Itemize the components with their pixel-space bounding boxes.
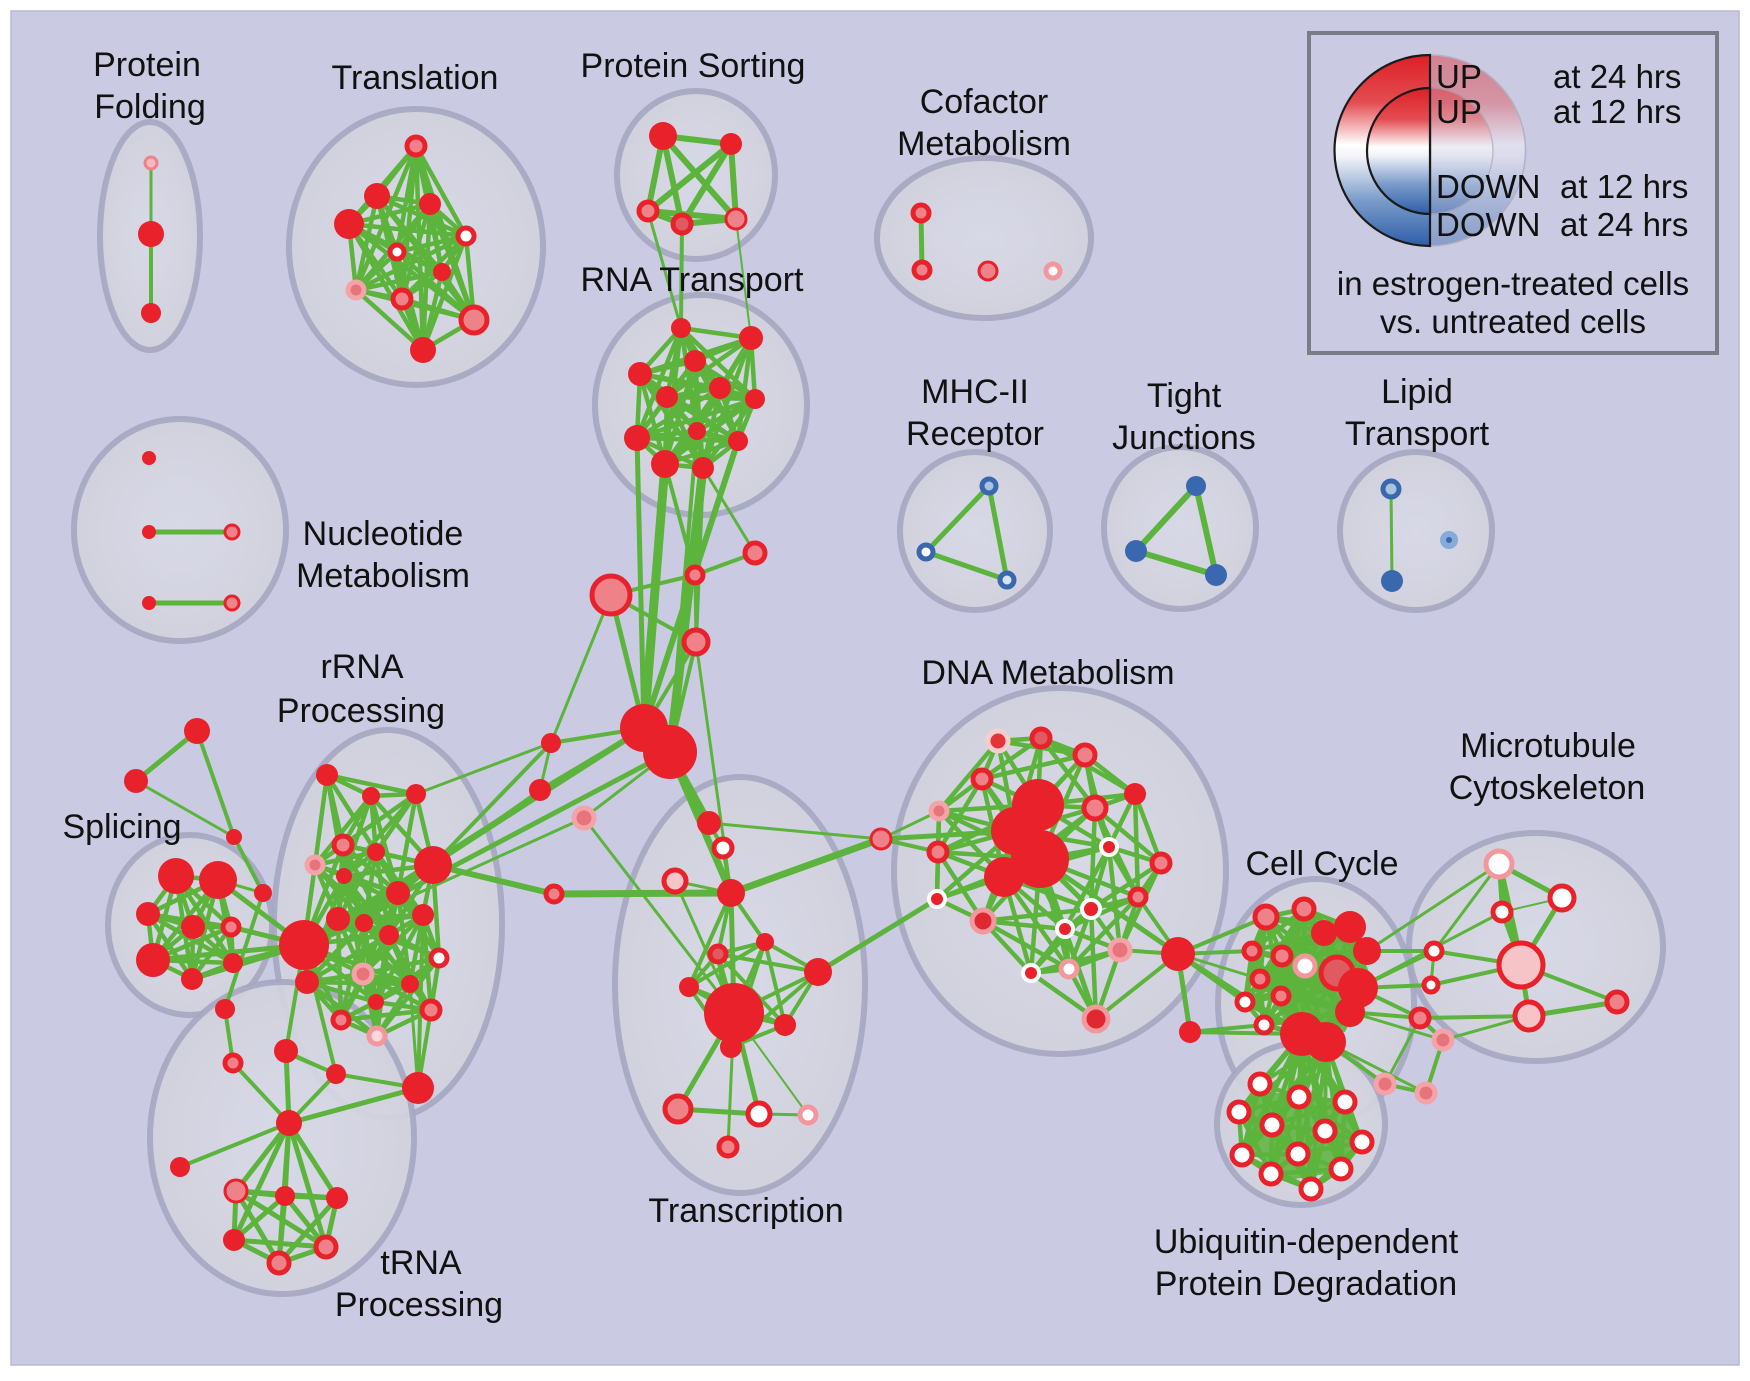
svg-text:Transport: Transport <box>1345 415 1490 453</box>
svg-text:Metabolism: Metabolism <box>296 557 470 595</box>
svg-text:Metabolism: Metabolism <box>897 125 1071 163</box>
svg-text:rRNA: rRNA <box>320 648 403 686</box>
svg-text:in estrogen-treated cells: in estrogen-treated cells <box>1337 265 1689 302</box>
svg-text:Protein Sorting: Protein Sorting <box>581 47 806 85</box>
svg-text:Junctions: Junctions <box>1112 419 1256 457</box>
svg-text:Transcription: Transcription <box>648 1192 843 1230</box>
svg-text:Microtubule: Microtubule <box>1460 727 1636 765</box>
svg-text:Protein Degradation: Protein Degradation <box>1155 1265 1457 1303</box>
svg-text:at 24 hrs: at 24 hrs <box>1560 206 1688 243</box>
svg-text:Ubiquitin-dependent: Ubiquitin-dependent <box>1154 1223 1459 1261</box>
svg-text:Nucleotide: Nucleotide <box>303 515 464 553</box>
svg-text:UP: UP <box>1436 93 1482 130</box>
svg-text:Processing: Processing <box>277 692 445 730</box>
svg-text:Receptor: Receptor <box>906 415 1044 453</box>
svg-text:RNA Transport: RNA Transport <box>581 261 805 299</box>
svg-text:UP: UP <box>1436 58 1482 95</box>
svg-text:MHC-II: MHC-II <box>921 373 1029 411</box>
svg-text:Cofactor: Cofactor <box>920 83 1049 121</box>
svg-text:Cell Cycle: Cell Cycle <box>1245 845 1398 883</box>
svg-text:Folding: Folding <box>94 88 206 126</box>
svg-text:Splicing: Splicing <box>62 808 181 846</box>
svg-text:at 12 hrs: at 12 hrs <box>1553 93 1681 130</box>
svg-text:Translation: Translation <box>332 59 499 97</box>
svg-text:tRNA: tRNA <box>380 1244 462 1282</box>
svg-text:Lipid: Lipid <box>1381 373 1453 411</box>
svg-text:Protein: Protein <box>93 46 201 84</box>
svg-text:at 24 hrs: at 24 hrs <box>1553 58 1681 95</box>
svg-text:DNA Metabolism: DNA Metabolism <box>921 654 1174 692</box>
svg-text:Tight: Tight <box>1147 377 1222 415</box>
svg-text:vs. untreated cells: vs. untreated cells <box>1380 303 1646 340</box>
svg-text:Processing: Processing <box>335 1286 503 1324</box>
svg-text:DOWN: DOWN <box>1436 168 1540 205</box>
svg-text:at 12 hrs: at 12 hrs <box>1560 168 1688 205</box>
svg-text:Cytoskeleton: Cytoskeleton <box>1449 769 1646 807</box>
svg-text:DOWN: DOWN <box>1436 206 1540 243</box>
